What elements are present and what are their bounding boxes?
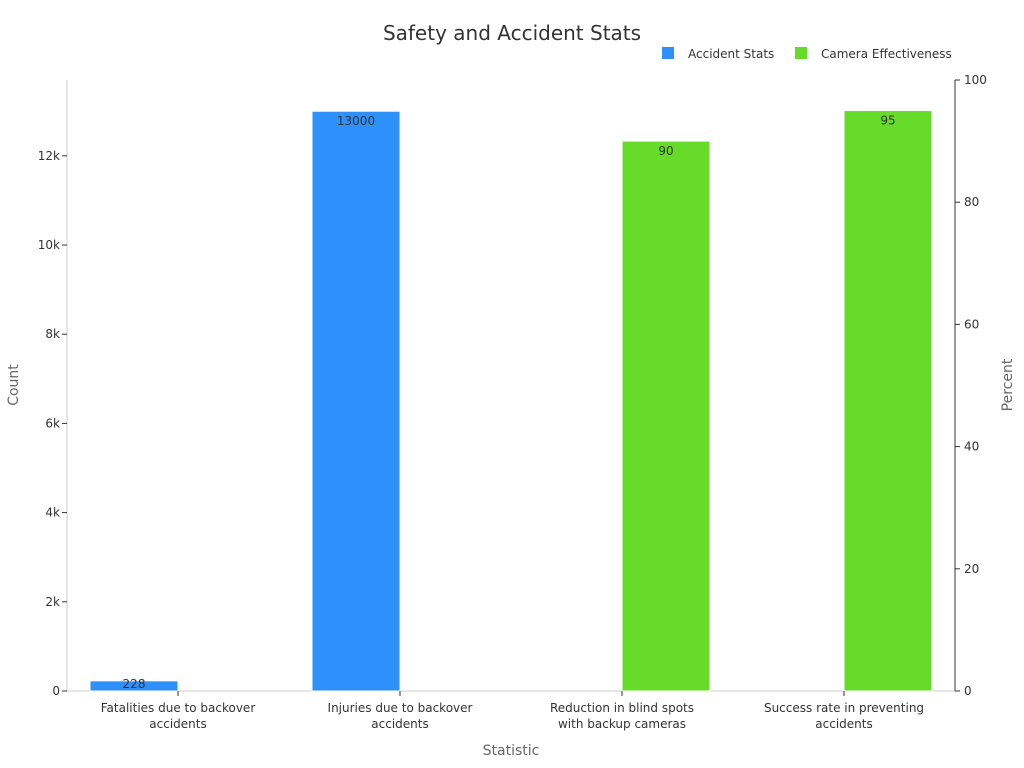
legend-swatch-accident-stats [662,47,674,59]
y-axis-left-title: Count [6,364,22,406]
legend: Accident Stats Camera Effectiveness [662,47,952,61]
y-right-tick-label: 80 [964,195,979,209]
bar-data-label: 228 [123,677,146,691]
y-left-tick-label: 8k [45,327,60,341]
y-left-tick-label: 6k [45,416,60,430]
bar-camera-effectiveness [843,110,933,692]
y-axis-left-ticks: 0 2k 4k 6k 8k 10k 12k [38,149,67,698]
y-right-tick-label: 100 [964,73,987,87]
legend-label-accident-stats: Accident Stats [688,47,774,61]
y-left-tick-label: 4k [45,506,60,520]
legend-label-camera-effectiveness: Camera Effectiveness [821,47,952,61]
y-right-tick-label: 40 [964,440,979,454]
x-tick-label: Success rate in preventing accidents [764,701,924,731]
legend-swatch-camera-effectiveness [795,47,807,59]
y-axis-right-title: Percent [1000,358,1016,411]
x-tick-label: Fatalities due to backover accidents [101,701,256,731]
bars: 228 13000 90 95 [89,110,933,692]
y-left-tick-label: 12k [38,149,60,163]
bar-camera-effectiveness [621,140,711,692]
x-tick-label: Injuries due to backover accidents [328,701,473,731]
y-left-tick-label: 2k [45,595,60,609]
x-axis-title: Statistic [483,743,540,759]
y-left-tick-label: 10k [38,238,60,252]
y-axis-right-ticks: 0 20 40 60 80 100 [955,73,987,698]
bar-data-label: 95 [880,114,895,128]
chart-title: Safety and Accident Stats [383,21,641,45]
y-right-tick-label: 0 [964,684,972,698]
bar-accident-stats [89,680,179,692]
x-tick-label: Reduction in blind spots with backup came… [550,701,694,731]
bar-data-label: 13000 [337,114,375,128]
y-right-tick-label: 60 [964,317,979,331]
y-left-tick-label: 0 [52,684,60,698]
bar-accident-stats [311,110,401,692]
y-right-tick-label: 20 [964,562,979,576]
x-axis-ticks: Fatalities due to backover accidents Injur… [101,691,924,731]
bar-data-label: 90 [658,144,673,158]
